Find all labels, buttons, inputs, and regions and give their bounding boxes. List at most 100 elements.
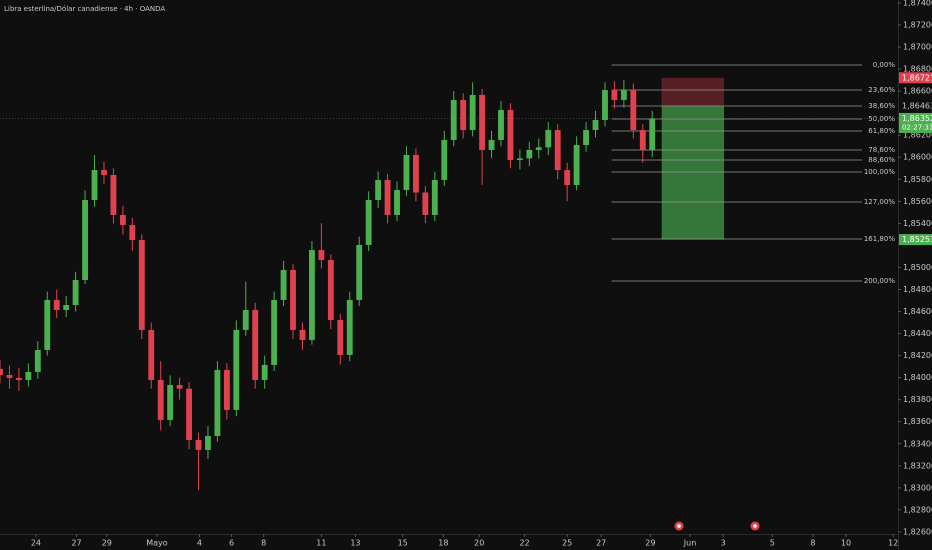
fib-label: 100,00% xyxy=(864,168,895,176)
candle-body xyxy=(252,309,259,380)
chart-title: Libra esterlina/Dólar canadiense · 4h · … xyxy=(4,5,165,13)
y-tick-label: 1,86800 xyxy=(903,65,932,74)
y-tick-label: 1,85800 xyxy=(903,175,932,184)
candle-body xyxy=(450,99,457,140)
candle-body xyxy=(337,320,344,355)
x-tick-label: 15 xyxy=(398,539,408,548)
candle-body xyxy=(233,329,240,410)
y-tick-label: 1,84000 xyxy=(903,373,932,382)
event-icon-dot xyxy=(677,524,681,528)
entry-price-label-bg xyxy=(899,100,932,112)
y-tick-label: 1,87000 xyxy=(903,43,932,52)
x-tick-label: 12 xyxy=(888,539,898,548)
candle-body xyxy=(110,174,117,215)
candle-body xyxy=(488,139,495,150)
y-tick-label: 1,83800 xyxy=(903,395,932,404)
candle-body xyxy=(148,329,155,380)
candle-body xyxy=(649,118,656,150)
stop-price-label: 1,86721 xyxy=(902,73,932,82)
candle-body xyxy=(611,90,618,100)
candle-body xyxy=(384,179,391,215)
candle-body xyxy=(63,305,70,310)
candle-body xyxy=(441,139,448,180)
entry-price-label: 1,86463 xyxy=(902,102,932,111)
y-tick-label: 1,86200 xyxy=(903,131,932,140)
candle-body xyxy=(554,130,561,171)
x-tick-label: 29 xyxy=(645,539,655,548)
x-tick-label: 25 xyxy=(562,539,572,548)
candle-body xyxy=(299,329,306,340)
candle-body xyxy=(195,440,202,450)
candle-body xyxy=(564,170,571,186)
candle-body xyxy=(507,109,514,161)
y-tick-label: 1,84600 xyxy=(903,307,932,316)
fib-label: 88,60% xyxy=(868,156,895,164)
last-price-bg xyxy=(899,112,932,133)
stop-zone xyxy=(661,77,725,107)
candle-body xyxy=(526,149,533,159)
candle-body xyxy=(72,280,79,306)
x-tick-label: 27 xyxy=(71,539,81,548)
x-tick-label: 10 xyxy=(841,539,851,548)
candle-body xyxy=(327,259,334,321)
target-zone xyxy=(661,106,725,240)
x-tick-label: 4 xyxy=(197,539,202,548)
candle-body xyxy=(318,250,325,260)
y-tick-label: 1,85000 xyxy=(903,263,932,272)
stop-price-label-bg xyxy=(899,72,932,84)
y-tick-label: 1,83200 xyxy=(903,461,932,470)
x-tick-label: 20 xyxy=(474,539,484,548)
candle-body xyxy=(479,94,486,150)
candle-body xyxy=(290,269,296,330)
candle-body xyxy=(223,369,230,410)
candle-body xyxy=(176,385,183,389)
candle-body xyxy=(44,299,51,350)
candle-body xyxy=(82,200,89,281)
y-tick-label: 1,83400 xyxy=(903,439,932,448)
fib-label: 78,60% xyxy=(868,146,895,154)
y-tick-label: 1,86600 xyxy=(903,87,932,96)
candle-body xyxy=(205,436,211,450)
fib-label: 50,00% xyxy=(868,115,895,123)
fib-label: 61,80% xyxy=(868,127,895,135)
x-tick-label: 24 xyxy=(31,539,41,548)
y-tick-label: 1,84800 xyxy=(903,285,932,294)
candle-body xyxy=(129,225,136,241)
candle-body xyxy=(535,147,542,150)
candle-body xyxy=(602,90,608,121)
x-tick-label: 3 xyxy=(721,539,726,548)
candle-body xyxy=(6,374,13,378)
candle-body xyxy=(242,309,249,330)
x-tick-label: 18 xyxy=(438,539,448,548)
candle-body xyxy=(186,388,192,441)
candle-body xyxy=(280,269,287,300)
x-tick-label: 22 xyxy=(520,539,530,548)
countdown: 02:27:33 xyxy=(902,123,932,131)
candle-body xyxy=(25,371,32,380)
fib-label: 200,00% xyxy=(864,277,895,285)
candle-body xyxy=(498,109,504,140)
target-price-label-bg xyxy=(899,234,932,246)
candle-body xyxy=(630,90,637,131)
y-tick-label: 1,85400 xyxy=(903,219,932,228)
event-icon-dot xyxy=(753,524,757,528)
candle-body xyxy=(394,189,400,215)
candle-body xyxy=(138,240,145,330)
candle-body xyxy=(620,90,627,100)
candle-body xyxy=(545,130,552,148)
candle-body xyxy=(0,368,3,375)
candle-body xyxy=(15,377,22,380)
candle-body xyxy=(516,158,523,161)
candle-body xyxy=(34,349,41,372)
last-price-label: 1,86352 xyxy=(902,114,932,123)
candle-body xyxy=(53,299,60,310)
candle-body xyxy=(271,299,278,365)
candle-body xyxy=(431,179,438,215)
candle-body xyxy=(309,250,315,340)
y-tick-label: 1,82600 xyxy=(903,527,932,536)
candle-body xyxy=(261,364,268,380)
candle-body xyxy=(119,214,126,226)
candle-body xyxy=(214,369,221,437)
